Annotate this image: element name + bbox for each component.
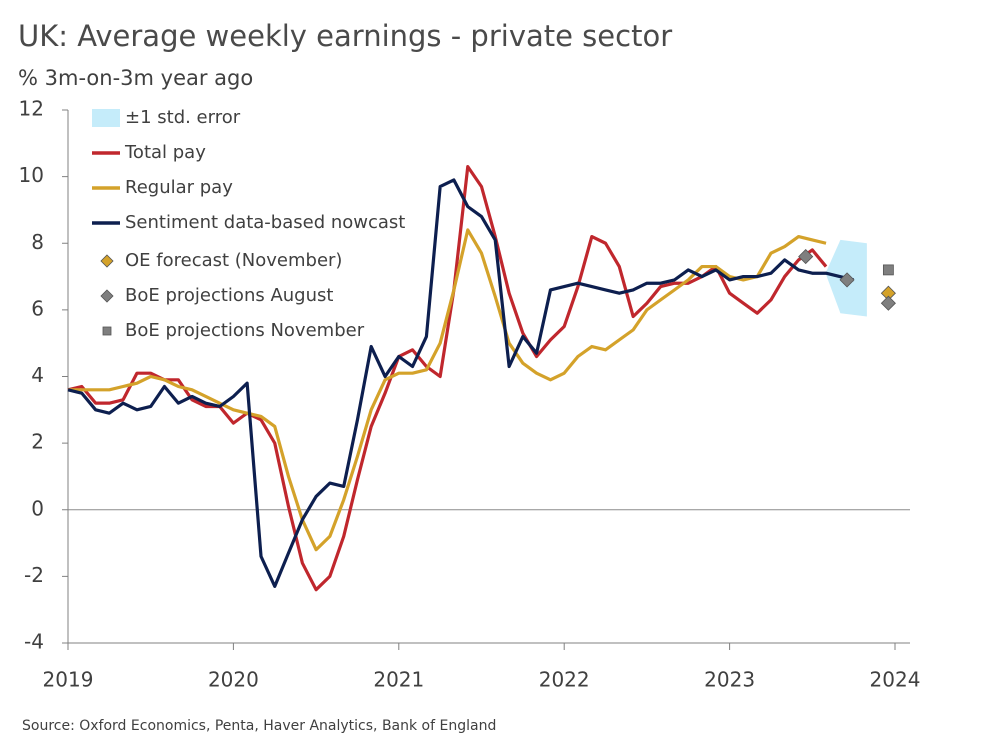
source: Source: Oxford Economics, Penta, Haver A…	[22, 718, 496, 734]
y-tick-label: 6	[31, 296, 44, 320]
marker-diamond	[798, 249, 814, 265]
y-tick-label: 12	[19, 97, 44, 121]
legend-label: BoE projections August	[125, 285, 333, 306]
marker-diamond	[100, 289, 114, 303]
legend-swatch	[92, 109, 120, 127]
marker-diamond	[100, 254, 114, 268]
chart-title: UK: Average weekly earnings - private se…	[18, 19, 672, 53]
series-line	[68, 228, 827, 552]
y-tick-label: 10	[19, 163, 44, 187]
series-line	[67, 178, 855, 588]
y-tick-label: 2	[31, 430, 44, 454]
chart-subtitle: % 3m-on-3m year ago	[18, 66, 253, 90]
y-tick-label: 4	[31, 363, 44, 387]
x-tick-label: 2020	[208, 668, 259, 692]
legend-label: Sentiment data-based nowcast	[125, 212, 405, 233]
y-tick-label: -4	[24, 630, 44, 654]
series-line	[67, 165, 828, 592]
x-tick-label: 2021	[373, 668, 424, 692]
x-tick-label: 2024	[870, 668, 921, 692]
x-tick-label: 2023	[704, 668, 755, 692]
x-tick-label: 2022	[539, 668, 590, 692]
y-tick-label: 0	[31, 496, 44, 520]
legend-label: Regular pay	[125, 177, 233, 198]
y-tick-label: -2	[24, 563, 44, 587]
legend-label: Total pay	[124, 142, 206, 163]
marker-square	[882, 264, 894, 276]
legend-label: OE forecast (November)	[125, 250, 342, 271]
marker-diamond	[880, 295, 896, 311]
legend-label: BoE projections November	[125, 320, 365, 341]
y-tick-label: 8	[31, 230, 44, 254]
x-tick-label: 2019	[43, 668, 94, 692]
marker-square	[102, 326, 112, 336]
marker-diamond	[839, 272, 855, 288]
legend-label: ±1 std. error	[125, 107, 241, 128]
